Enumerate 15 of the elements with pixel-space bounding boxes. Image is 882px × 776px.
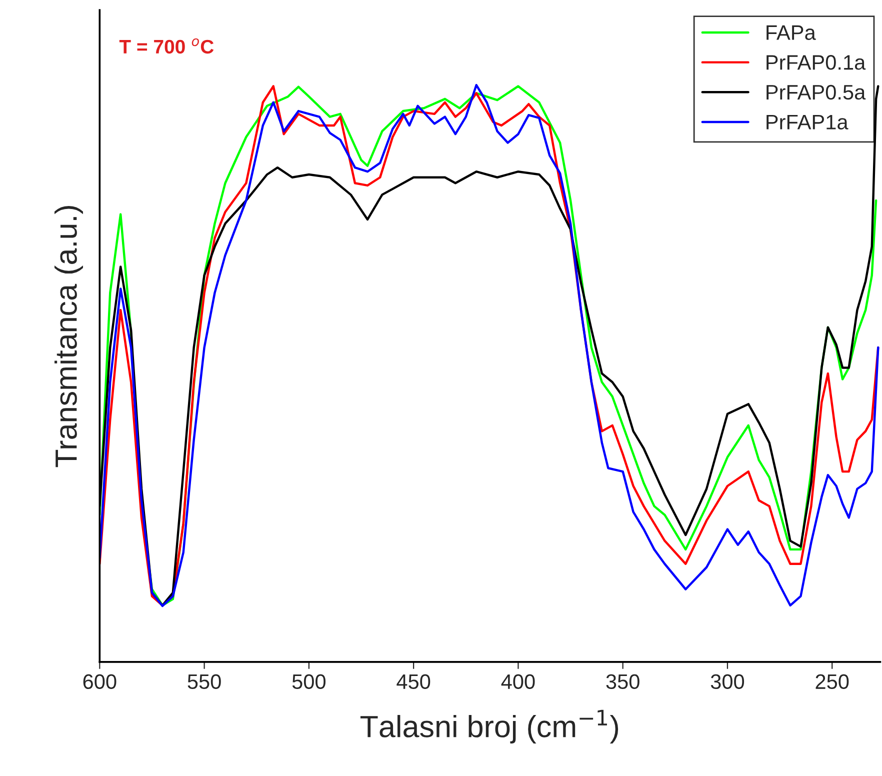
legend-label: PrFAP0.5a bbox=[766, 84, 866, 100]
x-tick-label: 300 bbox=[710, 674, 744, 690]
x-tick-label: 450 bbox=[396, 674, 430, 690]
x-axis-title: Talasni broj (cm$^{−1}$) bbox=[360, 710, 618, 744]
legend-label: FAPa bbox=[766, 25, 816, 40]
x-tick-label: 550 bbox=[188, 674, 221, 690]
x-tick-label: 350 bbox=[606, 674, 640, 690]
x-tick-label: 250 bbox=[816, 674, 849, 690]
x-tick-label: 400 bbox=[501, 674, 535, 690]
x-tick-label: 600 bbox=[83, 674, 116, 690]
legend-label: PrFAP1a bbox=[766, 114, 848, 130]
y-axis-title: Transmitanca (a.u.) bbox=[54, 206, 83, 468]
x-tick-label: 500 bbox=[292, 674, 326, 690]
text: T = 700 $^{o}$C bbox=[119, 38, 214, 54]
legend-label: PrFAP0.1a bbox=[766, 55, 866, 70]
